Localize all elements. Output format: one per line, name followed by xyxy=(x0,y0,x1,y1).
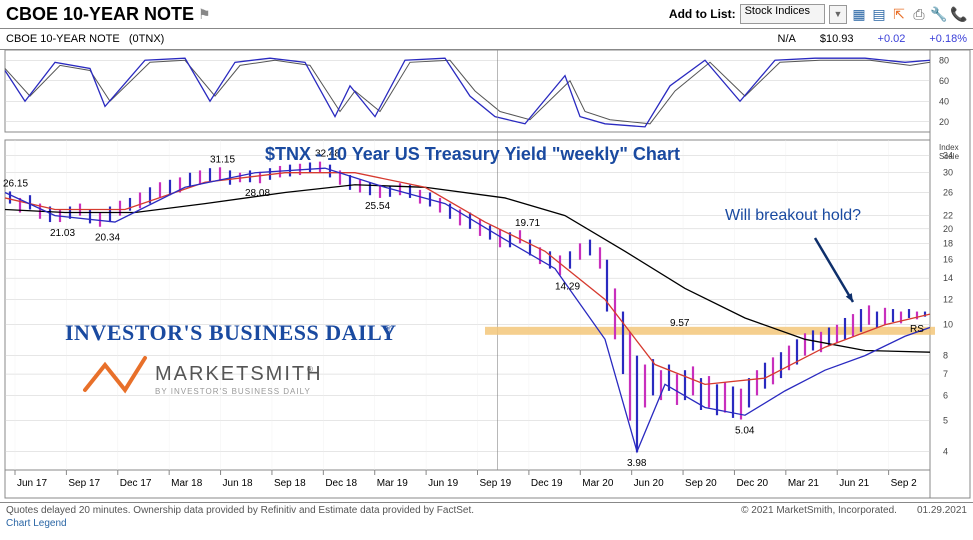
svg-text:Sep 20: Sep 20 xyxy=(685,478,717,489)
svg-text:60: 60 xyxy=(939,76,949,86)
chart-area: 20406080IndexScale4567810121416182022263… xyxy=(0,50,973,502)
svg-text:Mar 20: Mar 20 xyxy=(582,478,614,489)
instrument-title: CBOE 10-YEAR NOTE xyxy=(6,4,194,25)
svg-text:4: 4 xyxy=(943,447,948,457)
svg-text:30: 30 xyxy=(943,168,953,178)
svg-text:20: 20 xyxy=(939,117,949,127)
dropdown-chevron-icon[interactable]: ▼ xyxy=(829,5,847,24)
phone-icon[interactable]: 📞 xyxy=(951,6,967,22)
list-dropdown-value: Stock Indices xyxy=(745,5,810,17)
quote-name-text: CBOE 10-YEAR NOTE xyxy=(6,33,120,45)
svg-text:7: 7 xyxy=(943,369,948,379)
svg-text:16: 16 xyxy=(943,255,953,265)
print-icon[interactable]: ⎙ xyxy=(911,6,927,22)
svg-text:Sep 19: Sep 19 xyxy=(480,478,512,489)
export-icon[interactable]: ⇱ xyxy=(891,6,907,22)
svg-text:20: 20 xyxy=(943,224,953,234)
svg-text:Dec 17: Dec 17 xyxy=(120,478,152,489)
svg-text:14: 14 xyxy=(943,273,953,283)
quote-na: N/A xyxy=(778,33,796,45)
quote-values: N/A $10.93 +0.02 +0.18% xyxy=(778,33,967,45)
quote-name: CBOE 10-YEAR NOTE (0TNX) xyxy=(6,33,164,45)
svg-text:®: ® xyxy=(307,365,313,374)
svg-text:$TNX - 10 Year US Treasury Yie: $TNX - 10 Year US Treasury Yield "weekly… xyxy=(265,144,680,164)
svg-text:3.98: 3.98 xyxy=(627,458,647,469)
svg-text:80: 80 xyxy=(939,55,949,65)
svg-text:12: 12 xyxy=(943,295,953,305)
svg-text:31.15: 31.15 xyxy=(210,155,235,166)
svg-text:Dec 19: Dec 19 xyxy=(531,478,563,489)
svg-text:®: ® xyxy=(385,324,392,334)
add-to-list-label: Add to List: xyxy=(669,7,736,21)
svg-text:Mar 21: Mar 21 xyxy=(788,478,820,489)
svg-text:28.08: 28.08 xyxy=(245,188,270,199)
svg-text:Dec 18: Dec 18 xyxy=(325,478,357,489)
footer-copyright: © 2021 MarketSmith, Incorporated. xyxy=(741,505,897,516)
panel-layout-icon[interactable]: ▤ xyxy=(871,6,887,22)
chart-grid-icon[interactable]: ▦ xyxy=(851,6,867,22)
svg-text:Mar 18: Mar 18 xyxy=(171,478,203,489)
svg-text:Sep 2: Sep 2 xyxy=(891,478,918,489)
svg-text:34: 34 xyxy=(943,150,953,160)
svg-text:Sep 17: Sep 17 xyxy=(68,478,100,489)
svg-text:40: 40 xyxy=(939,96,949,106)
svg-text:Jun 19: Jun 19 xyxy=(428,478,458,489)
chart-svg[interactable]: 20406080IndexScale4567810121416182022263… xyxy=(0,50,973,502)
svg-text:8: 8 xyxy=(943,351,948,361)
svg-text:10: 10 xyxy=(943,320,953,330)
svg-text:5: 5 xyxy=(943,416,948,426)
settings-icon[interactable]: 🔧 xyxy=(931,6,947,22)
svg-text:Mar 19: Mar 19 xyxy=(377,478,409,489)
footer-date: 01.29.2021 xyxy=(917,505,967,516)
svg-text:Jun 18: Jun 18 xyxy=(223,478,253,489)
svg-text:Jun 17: Jun 17 xyxy=(17,478,47,489)
svg-text:21.03: 21.03 xyxy=(50,228,75,239)
svg-text:5.04: 5.04 xyxy=(735,426,755,437)
quote-bar: CBOE 10-YEAR NOTE (0TNX) N/A $10.93 +0.0… xyxy=(0,29,973,50)
chart-legend-link[interactable]: Chart Legend xyxy=(0,518,973,535)
svg-text:MARKETSMITH: MARKETSMITH xyxy=(155,363,323,385)
svg-text:22: 22 xyxy=(943,211,953,221)
svg-text:RS: RS xyxy=(910,324,924,335)
svg-text:26.15: 26.15 xyxy=(3,179,28,190)
quote-change: +0.02 xyxy=(878,33,906,45)
top-toolbar: CBOE 10-YEAR NOTE ⚑ Add to List: Stock I… xyxy=(0,0,973,29)
svg-text:INVESTOR'S BUSINESS DAILY: INVESTOR'S BUSINESS DAILY xyxy=(65,320,397,345)
flag-icon[interactable]: ⚑ xyxy=(198,6,211,23)
svg-text:Dec 20: Dec 20 xyxy=(736,478,768,489)
svg-text:9.57: 9.57 xyxy=(670,318,690,329)
svg-text:19.71: 19.71 xyxy=(515,218,540,229)
svg-text:26: 26 xyxy=(943,188,953,198)
svg-text:18: 18 xyxy=(943,238,953,248)
list-dropdown[interactable]: Stock Indices xyxy=(740,4,825,24)
footer: Quotes delayed 20 minutes. Ownership dat… xyxy=(0,502,973,518)
svg-text:20.34: 20.34 xyxy=(95,232,120,243)
quote-ticker: (0TNX) xyxy=(129,33,164,45)
footer-disclaimer: Quotes delayed 20 minutes. Ownership dat… xyxy=(6,505,474,516)
quote-price: $10.93 xyxy=(820,33,854,45)
svg-text:BY INVESTOR'S BUSINESS DAILY: BY INVESTOR'S BUSINESS DAILY xyxy=(155,387,311,396)
toolbar-right: Add to List: Stock Indices ▼ ▦ ▤ ⇱ ⎙ 🔧 📞 xyxy=(669,4,967,24)
svg-text:6: 6 xyxy=(943,390,948,400)
svg-text:Sep 18: Sep 18 xyxy=(274,478,306,489)
svg-text:Jun 21: Jun 21 xyxy=(839,478,869,489)
svg-text:25.54: 25.54 xyxy=(365,201,390,212)
quote-change-pct: +0.18% xyxy=(929,33,967,45)
svg-text:Will breakout hold?: Will breakout hold? xyxy=(725,207,861,224)
svg-text:Jun 20: Jun 20 xyxy=(634,478,664,489)
svg-text:14.29: 14.29 xyxy=(555,281,580,292)
